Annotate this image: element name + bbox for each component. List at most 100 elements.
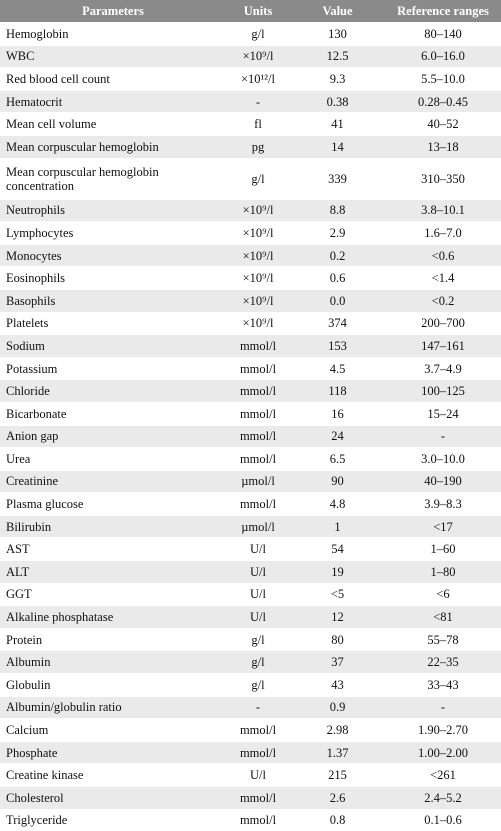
table-cell: 0.6 xyxy=(290,267,385,290)
table-cell: 0.1–0.6 xyxy=(385,809,501,831)
table-cell: Urea xyxy=(0,448,226,471)
table-cell: Mean cell volume xyxy=(0,113,226,136)
table-cell: U/l xyxy=(226,606,290,629)
table-cell: Plasma glucose xyxy=(0,493,226,516)
table-cell: g/l xyxy=(226,674,290,697)
table-cell: <0.2 xyxy=(385,289,501,312)
table-cell: 153 xyxy=(290,335,385,358)
table-cell: WBC xyxy=(0,45,226,68)
table-cell: g/l xyxy=(226,23,290,46)
table-cell: 43 xyxy=(290,674,385,697)
table-cell: fl xyxy=(226,113,290,136)
table-cell: 2.9 xyxy=(290,222,385,245)
table-cell: mmol/l xyxy=(226,741,290,764)
table-cell: 3.0–10.0 xyxy=(385,448,501,471)
table-cell: <81 xyxy=(385,606,501,629)
table-cell: 12 xyxy=(290,606,385,629)
table-cell: 9.3 xyxy=(290,68,385,91)
table-cell: µmol/l xyxy=(226,470,290,493)
table-cell: - xyxy=(385,425,501,448)
table-cell: 22–35 xyxy=(385,651,501,674)
table-cell: 215 xyxy=(290,764,385,787)
table-cell: 1.37 xyxy=(290,741,385,764)
table-cell: 0.9 xyxy=(290,696,385,719)
table-cell: ALT xyxy=(0,561,226,584)
table-cell: 1.90–2.70 xyxy=(385,719,501,742)
table-cell: ×10⁹/l xyxy=(226,222,290,245)
table-cell: 200–700 xyxy=(385,312,501,335)
table-cell: 80 xyxy=(290,628,385,651)
table-cell: µmol/l xyxy=(226,515,290,538)
table-cell: Phosphate xyxy=(0,741,226,764)
table-cell: - xyxy=(226,696,290,719)
table-cell: - xyxy=(226,90,290,113)
column-header: Reference ranges xyxy=(385,0,501,23)
table-cell: ×10⁹/l xyxy=(226,289,290,312)
table-cell: Creatinine xyxy=(0,470,226,493)
table-cell: U/l xyxy=(226,561,290,584)
table-cell: 1–60 xyxy=(385,538,501,561)
table-cell: 12.5 xyxy=(290,45,385,68)
table-cell: <261 xyxy=(385,764,501,787)
table-cell: mmol/l xyxy=(226,787,290,810)
table-cell: Basophils xyxy=(0,289,226,312)
table-cell: 374 xyxy=(290,312,385,335)
table-cell: 147–161 xyxy=(385,335,501,358)
table-cell: mmol/l xyxy=(226,809,290,831)
table-cell: <6 xyxy=(385,583,501,606)
table-cell: Hemoglobin xyxy=(0,23,226,46)
table-cell: U/l xyxy=(226,538,290,561)
table-cell: 130 xyxy=(290,23,385,46)
table-cell: Neutrophils xyxy=(0,199,226,222)
table-cell: mmol/l xyxy=(226,380,290,403)
table-cell: 90 xyxy=(290,470,385,493)
table-cell: 5.5–10.0 xyxy=(385,68,501,91)
table-row: Albumin/globulin ratio-0.9- xyxy=(0,696,501,719)
table-cell: ×10⁹/l xyxy=(226,199,290,222)
table-cell: GGT xyxy=(0,583,226,606)
table-cell: AST xyxy=(0,538,226,561)
table-cell: <5 xyxy=(290,583,385,606)
table-cell: 54 xyxy=(290,538,385,561)
table-cell: 3.9–8.3 xyxy=(385,493,501,516)
column-header: Value xyxy=(290,0,385,23)
table-cell: Chloride xyxy=(0,380,226,403)
table-cell: mmol/l xyxy=(226,402,290,425)
table-cell: 55–78 xyxy=(385,628,501,651)
table-cell: ×10⁹/l xyxy=(226,45,290,68)
table-cell: 310–350 xyxy=(385,158,501,199)
table-cell: 2.4–5.2 xyxy=(385,787,501,810)
table-cell: 0.38 xyxy=(290,90,385,113)
table-cell: mmol/l xyxy=(226,357,290,380)
table-row: Mean corpuscular hemoglobin concentratio… xyxy=(0,158,501,199)
table-cell: Hematocrit xyxy=(0,90,226,113)
table-cell: 118 xyxy=(290,380,385,403)
table-cell: mmol/l xyxy=(226,448,290,471)
table-cell: 4.8 xyxy=(290,493,385,516)
table-cell: 2.6 xyxy=(290,787,385,810)
table-cell: Cholesterol xyxy=(0,787,226,810)
table-cell: g/l xyxy=(226,628,290,651)
table-cell: mmol/l xyxy=(226,425,290,448)
table-cell: <1.4 xyxy=(385,267,501,290)
table-cell: 339 xyxy=(290,158,385,199)
